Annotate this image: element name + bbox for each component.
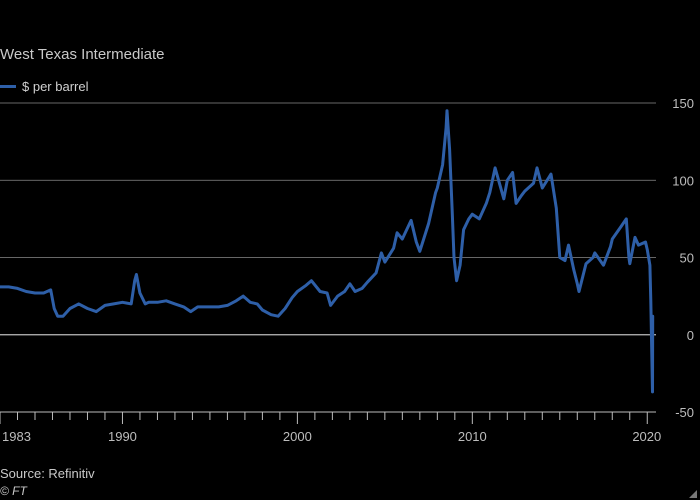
x-tick-label: 1990 (108, 429, 137, 444)
x-tick-label: 2010 (458, 429, 487, 444)
source-note: Source: Refinitiv (0, 466, 95, 481)
y-tick-label: 150 (672, 96, 694, 111)
legend: $ per barrel (0, 79, 88, 94)
copyright: © FT (0, 484, 27, 498)
x-tick-label: 1983 (2, 429, 31, 444)
y-tick-label: -50 (675, 405, 694, 420)
y-axis-labels: 150 100 50 0 -50 (672, 96, 694, 420)
series-layer (0, 109, 655, 394)
corner-mark (689, 490, 697, 498)
x-axis: 1983 1990 2000 2010 2020 (0, 411, 661, 444)
x-tick-label: 2020 (632, 429, 661, 444)
y-tick-label: 50 (680, 251, 694, 266)
series-line-wti (0, 109, 655, 394)
legend-swatch (0, 85, 16, 88)
x-tick-label: 2000 (283, 429, 312, 444)
y-tick-label: 100 (672, 173, 694, 188)
legend-label: $ per barrel (22, 79, 89, 94)
chart-title: West Texas Intermediate (0, 46, 165, 63)
y-tick-label: 0 (687, 328, 694, 343)
